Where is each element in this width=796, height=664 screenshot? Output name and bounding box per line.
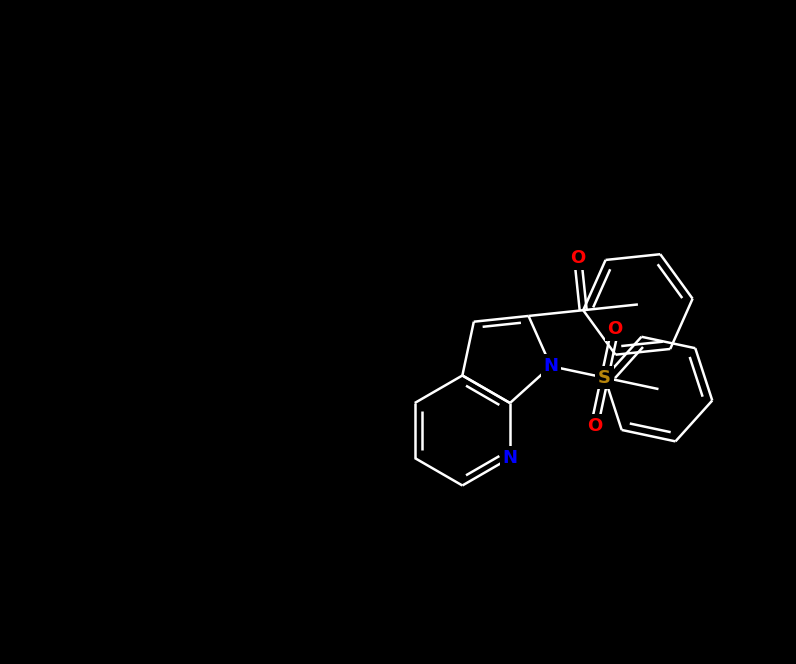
Text: O: O [570, 249, 585, 267]
Text: S: S [598, 369, 611, 386]
Text: N: N [502, 449, 517, 467]
Text: O: O [587, 417, 602, 435]
Text: N: N [544, 357, 558, 375]
Text: O: O [607, 320, 622, 338]
